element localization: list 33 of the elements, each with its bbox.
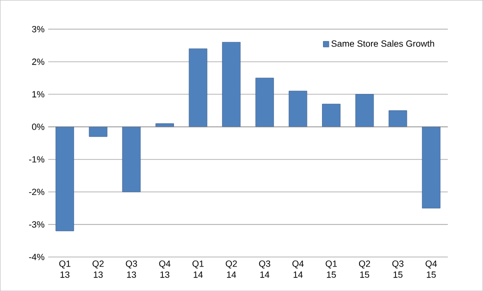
bar: [255, 78, 274, 127]
legend-label: Same Store Sales Growth: [331, 40, 434, 47]
y-tick-label: 1%: [32, 91, 44, 98]
bar: [122, 126, 141, 192]
x-tick-label: Q4 13: [159, 260, 170, 278]
bar: [355, 94, 374, 127]
bar: [188, 48, 208, 127]
x-tick-label: Q2 14: [226, 260, 237, 278]
bar: [88, 126, 108, 137]
x-tick-label: Q3 13: [126, 260, 138, 278]
x-tick-label: Q1 15: [326, 260, 337, 278]
x-tick-label: Q1 13: [59, 260, 70, 278]
x-tick-label: Q3 15: [392, 260, 404, 278]
x-tick-label: Q1 14: [192, 260, 204, 278]
y-tick-label: -3%: [29, 221, 44, 228]
y-tick-label: -2%: [29, 188, 44, 195]
y-tick-label: -4%: [29, 254, 44, 260]
bar: [222, 42, 241, 127]
y-tick-label: 0%: [32, 124, 44, 130]
bar: [156, 123, 174, 127]
bar: [422, 126, 440, 208]
x-tick-label: Q2 15: [359, 260, 370, 278]
bar: [322, 104, 340, 127]
x-tick-label: Q3 14: [259, 260, 270, 278]
y-tick-label: -1%: [29, 156, 44, 162]
y-tick-label: 3%: [32, 26, 44, 32]
bar: [388, 110, 408, 127]
x-tick-label: Q4 15: [426, 260, 437, 278]
x-tick-label: Q4 14: [292, 260, 304, 278]
bar: [288, 90, 308, 127]
bar: [56, 126, 74, 232]
y-tick-label: 2%: [32, 58, 44, 65]
x-tick-label: Q2 13: [92, 260, 104, 278]
